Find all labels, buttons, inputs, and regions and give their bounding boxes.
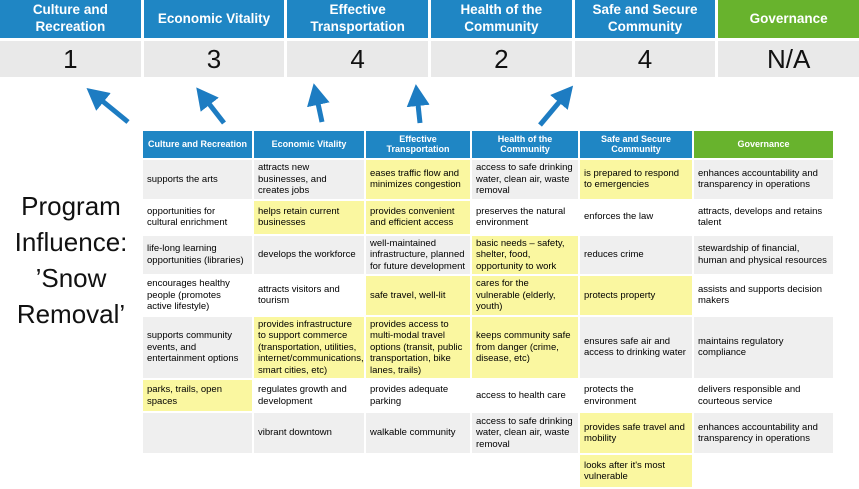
matrix-cell: provides adequate parking [366,380,470,411]
table-row: opportunities for cultural enrichment hel… [143,200,833,234]
banner-priority-economic-vitality: Economic Vitality [143,0,285,38]
matrix-cell: enhances accountability and transparency… [694,160,833,199]
program-label-line: ’Snow [35,263,107,293]
matrix-cell-highlighted: parks, trails, open spaces [143,380,252,411]
banner-priority-safe-and-secure-community: Safe and Secure Community [574,0,716,38]
matrix-cell: well-maintained infrastructure, planned … [366,235,470,274]
matrix-cell-highlighted: provides safe travel and mobility [580,413,692,453]
matrix-cell-highlighted: cares for the vulnerable (elderly, youth… [472,276,578,315]
matrix-cell-highlighted: keeps community safe from danger (crime,… [472,316,578,378]
matrix-cell: preserves the natural environment [472,200,578,234]
banner-priority-culture-and-recreation: Culture and Recreation [0,0,141,38]
matrix-cell-highlighted: eases traffic flow and minimizes congest… [366,160,470,199]
matrix-cell: assists and supports decision makers [694,276,833,315]
matrix-cell: attracts visitors and tourism [254,276,364,315]
matrix-cell-highlighted: protects property [580,276,692,315]
matrix-cell: regulates growth and development [254,380,364,411]
matrix-cell: encourages healthy people (promotes acti… [143,276,252,315]
matrix-cell: stewardship of financial, human and phys… [694,235,833,274]
program-label-line: Removal’ [16,299,126,329]
score-safe-and-secure-community: 4 [574,41,716,77]
banner-priority-health-of-the-community: Health of the Community [431,0,572,38]
matrix-cell: maintains regulatory compliance [694,316,833,378]
priority-banner: Culture and Recreation Economic Vitality E… [0,0,859,38]
program-influence-label: Program Influence: ’Snow Removal’ [0,188,142,332]
score-governance: N/A [718,41,859,77]
matrix-cell-highlighted: helps retain current businesses [254,200,364,234]
matrix-cell-highlighted: basic needs – safety, shelter, food, opp… [472,235,578,274]
matrix-cell: life-long learning opportunities (librar… [143,235,252,274]
matrix-cell [143,413,252,453]
matrix-cell-highlighted: provides access to multi-modal travel op… [366,316,470,378]
influence-arrow-safe [538,85,574,127]
score-effective-transportation: 4 [287,41,428,77]
matrix-cell-highlighted: is prepared to respond to emergencies [580,160,692,199]
influence-arrow-health [406,84,430,124]
priority-score-row: 1 3 4 2 4 N/A [0,41,859,77]
column-header-effective-transportation: Effective Transportation [366,131,470,158]
matrix-cell: walkable community [366,413,470,453]
table-row: encourages healthy people (promotes acti… [143,276,833,315]
matrix-cell: delivers responsible and courteous servi… [694,380,833,411]
table-row: vibrant downtown walkable community access… [143,413,833,453]
column-header-governance: Governance [694,131,833,158]
table-row: supports the arts attracts new businesses… [143,160,833,199]
matrix-cell: ensures safe air and access to drinking … [580,316,692,378]
matrix-cell: enhances accountability and transparency… [694,413,833,453]
matrix-cell: vibrant downtown [254,413,364,453]
matrix-cell: access to safe drinking water, clean air… [472,160,578,199]
influence-matrix-table: Culture and Recreation Economic Vitality E… [141,129,835,489]
matrix-cell [366,455,470,487]
influence-arrow-transportation [307,83,330,123]
matrix-cell-highlighted: provides convenient and efficient access [366,200,470,234]
column-header-safe-and-secure-community: Safe and Secure Community [580,131,692,158]
matrix-cell-highlighted: provides infrastructure to support comme… [254,316,364,378]
matrix-cell: access to health care [472,380,578,411]
matrix-header-row: Culture and Recreation Economic Vitality E… [143,131,833,158]
table-row: supports community events, and entertain… [143,316,833,378]
program-label-line: Program [21,191,121,221]
matrix-cell-highlighted: looks after it's most vulnerable [580,455,692,487]
column-header-culture-and-recreation: Culture and Recreation [143,131,252,158]
matrix-cell: access to safe drinking water, clean air… [472,413,578,453]
score-health-of-the-community: 2 [431,41,572,77]
matrix-body: supports the arts attracts new businesses… [143,160,833,487]
table-row: parks, trails, open spaces regulates grow… [143,380,833,411]
column-header-economic-vitality: Economic Vitality [254,131,364,158]
table-row: looks after it's most vulnerable [143,455,833,487]
program-label-line: Influence: [14,227,128,257]
influence-arrow-economic [196,87,226,125]
matrix-cell [143,455,252,487]
matrix-cell: supports the arts [143,160,252,199]
matrix-cell: develops the workforce [254,235,364,274]
matrix-cell-highlighted: safe travel, well-lit [366,276,470,315]
matrix-cell: enforces the law [580,200,692,234]
table-header-row: Culture and Recreation Economic Vitality E… [143,131,833,158]
matrix-cell: attracts new businesses, and creates job… [254,160,364,199]
score-economic-vitality: 3 [143,41,285,77]
matrix-cell [472,455,578,487]
influence-arrow-culture [86,88,130,124]
matrix-cell [254,455,364,487]
matrix-cell: opportunities for cultural enrichment [143,200,252,234]
table-row: life-long learning opportunities (librar… [143,235,833,274]
banner-priority-effective-transportation: Effective Transportation [287,0,428,38]
matrix-cell: attracts, develops and retains talent [694,200,833,234]
banner-priority-governance: Governance [718,0,859,38]
matrix-cell: protects the environment [580,380,692,411]
matrix-cell [694,455,833,487]
matrix-cell: supports community events, and entertain… [143,316,252,378]
score-culture-and-recreation: 1 [0,41,141,77]
matrix-cell: reduces crime [580,235,692,274]
column-header-health-of-the-community: Health of the Community [472,131,578,158]
